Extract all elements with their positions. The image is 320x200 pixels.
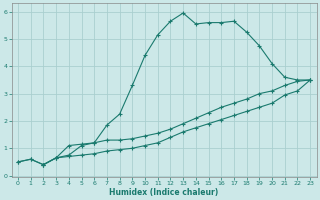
X-axis label: Humidex (Indice chaleur): Humidex (Indice chaleur) <box>109 188 219 197</box>
